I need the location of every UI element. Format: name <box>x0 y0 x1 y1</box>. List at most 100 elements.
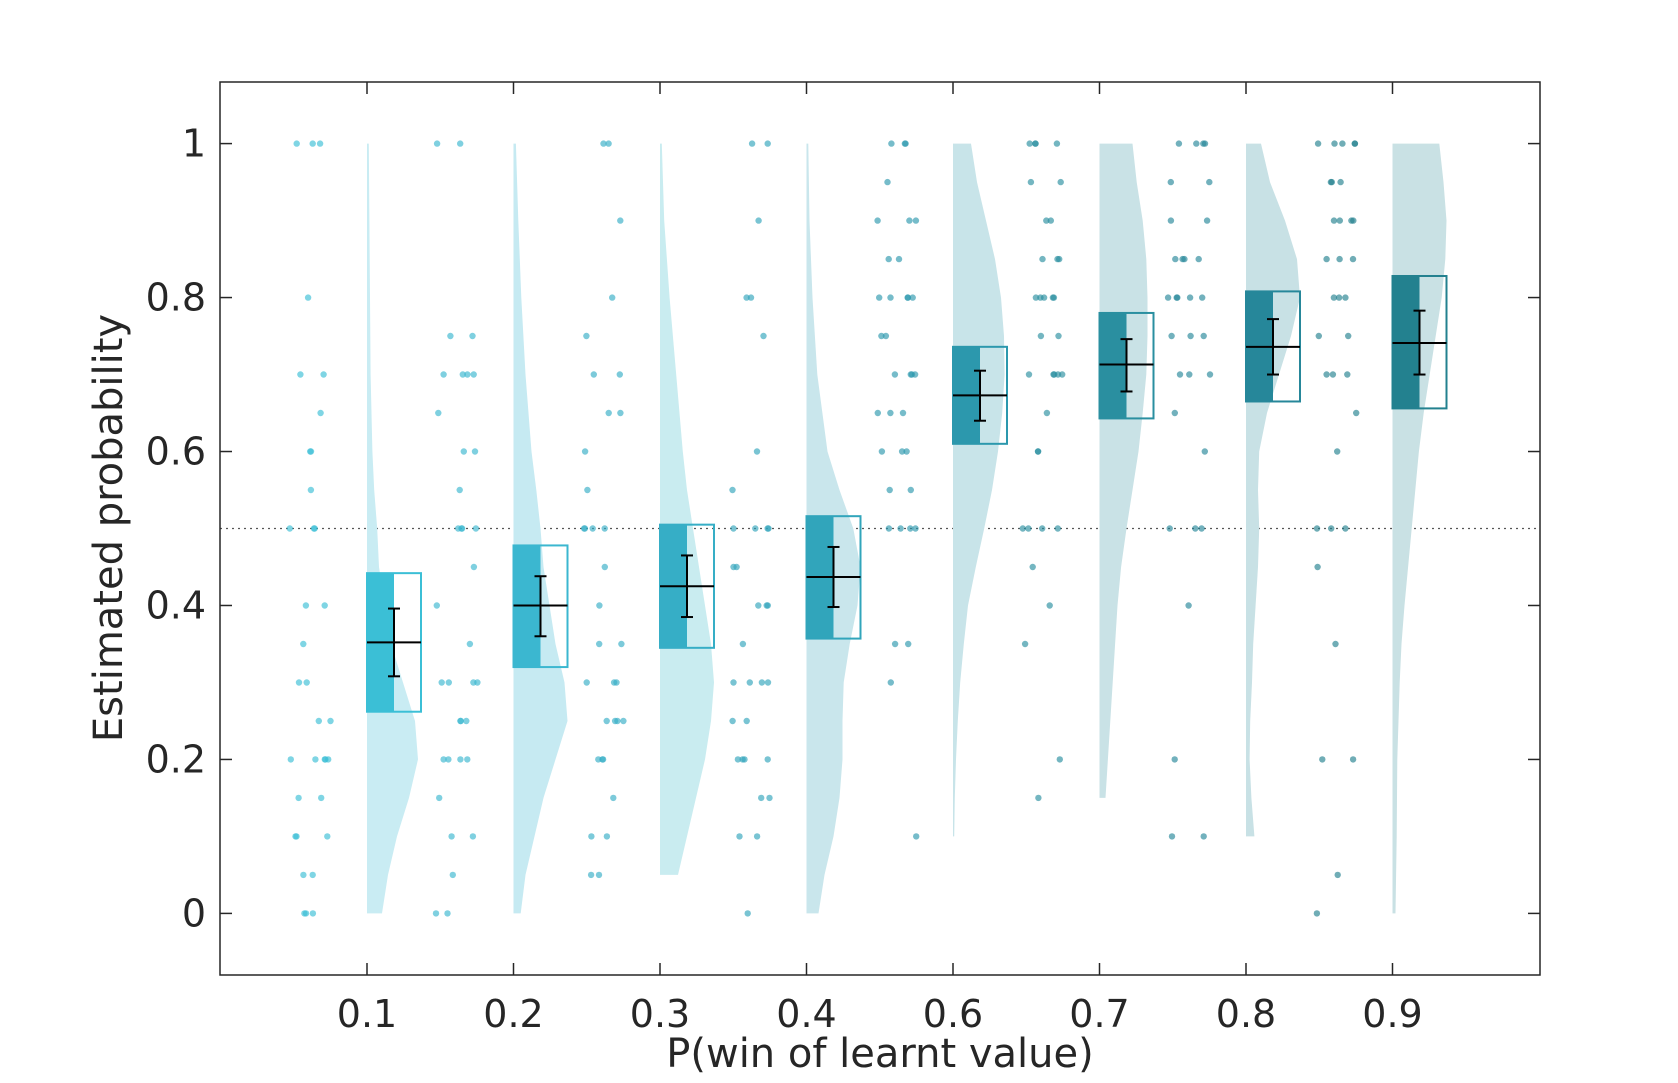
rain-point <box>764 602 771 609</box>
x-tick-label: 0.6 <box>923 992 983 1036</box>
rain-point <box>583 679 590 686</box>
rain-point <box>764 679 772 686</box>
rain-point <box>1043 217 1050 224</box>
rain-point <box>1181 255 1188 263</box>
rain-point <box>897 525 904 532</box>
rain-point <box>876 294 883 301</box>
rain-point <box>312 756 319 763</box>
rain-point <box>887 294 894 301</box>
rain-point <box>882 332 890 340</box>
rain-point <box>753 448 761 455</box>
rain-point <box>580 525 588 532</box>
rain-point <box>1034 448 1042 455</box>
rain-point <box>743 294 750 301</box>
rain-point <box>1019 525 1026 532</box>
rain-point <box>596 640 603 648</box>
rain-point <box>1035 794 1042 802</box>
rain-point <box>748 140 756 147</box>
rain-point <box>906 217 913 224</box>
rain-point <box>325 756 332 763</box>
rain-point <box>1185 602 1192 609</box>
rain-point <box>1351 140 1359 147</box>
rain-point <box>891 640 899 648</box>
rain-point <box>316 140 324 147</box>
rain-point <box>618 640 625 648</box>
rain-point <box>440 756 447 763</box>
rain-point <box>432 910 440 917</box>
rain-point <box>460 448 467 455</box>
rain-point <box>1195 255 1202 263</box>
rain-point <box>729 717 736 725</box>
rain-point <box>318 794 325 802</box>
rain-point <box>609 294 616 301</box>
rain-point <box>1334 448 1341 455</box>
rain-point <box>317 409 324 417</box>
rain-point <box>474 679 481 686</box>
rain-point <box>309 910 317 917</box>
rain-point <box>1050 371 1057 378</box>
rain-point <box>1200 833 1207 840</box>
rain-point <box>1187 332 1194 340</box>
y-tick-label: 0.4 <box>146 583 206 627</box>
rain-point <box>1168 332 1175 340</box>
rain-point <box>752 525 759 532</box>
rain-point <box>874 409 881 417</box>
rain-point <box>903 448 910 455</box>
cloud-0.2 <box>513 143 568 914</box>
rain-point <box>1334 871 1341 879</box>
rain-point <box>907 525 914 532</box>
rain-point <box>888 140 895 147</box>
group-0.1 <box>286 140 422 917</box>
rain-point <box>1332 640 1339 648</box>
rain-point <box>311 525 318 532</box>
rain-point <box>447 332 454 340</box>
x-tick-label: 0.7 <box>1069 992 1129 1036</box>
rain-point <box>1331 140 1338 147</box>
x-tick-label: 0.4 <box>776 992 836 1036</box>
rain-point <box>730 679 737 686</box>
y-axis-label: Estimated probability <box>86 314 132 742</box>
rain-point <box>1037 294 1044 301</box>
rain-point <box>449 871 456 879</box>
rain-point <box>307 486 315 494</box>
rain-point <box>758 679 766 686</box>
rain-point <box>1330 217 1338 224</box>
rain-point <box>433 140 441 147</box>
rain-point <box>1173 294 1180 301</box>
rain-point <box>1050 294 1058 301</box>
rain-point <box>464 756 471 763</box>
rain-point <box>908 371 916 378</box>
box-fill <box>1099 312 1127 419</box>
rain-point <box>1336 255 1343 263</box>
rain-point <box>1337 178 1344 186</box>
rain-point <box>610 679 618 686</box>
rain-point <box>1055 332 1062 340</box>
rain-point <box>753 833 761 840</box>
group-0.7 <box>1019 140 1155 802</box>
rain-point <box>464 371 471 378</box>
cloud-0.6 <box>953 143 1005 837</box>
rain-point <box>905 640 912 648</box>
x-tick-label: 0.8 <box>1216 992 1276 1036</box>
group-0.4 <box>729 140 862 917</box>
rain-point <box>902 140 909 147</box>
rain-point <box>620 717 627 725</box>
rain-point <box>1315 332 1323 340</box>
rain-point <box>286 525 293 532</box>
x-tick-label: 0.2 <box>483 992 543 1036</box>
rain-point <box>304 294 312 301</box>
rain-point <box>1046 602 1053 609</box>
rain-point <box>1328 525 1335 532</box>
rain-point <box>436 794 443 802</box>
rain-point <box>610 794 617 802</box>
rain-point <box>463 717 470 725</box>
x-axis-label: P(win of learnt value) <box>666 1031 1093 1077</box>
y-tick-label: 0.8 <box>146 276 206 320</box>
rain-point <box>603 833 611 840</box>
rain-point <box>595 871 603 879</box>
plot-frame <box>219 81 1541 976</box>
rain-point <box>909 294 916 301</box>
rain-point <box>891 371 899 378</box>
rain-point <box>744 910 751 917</box>
rain-point <box>438 679 445 686</box>
